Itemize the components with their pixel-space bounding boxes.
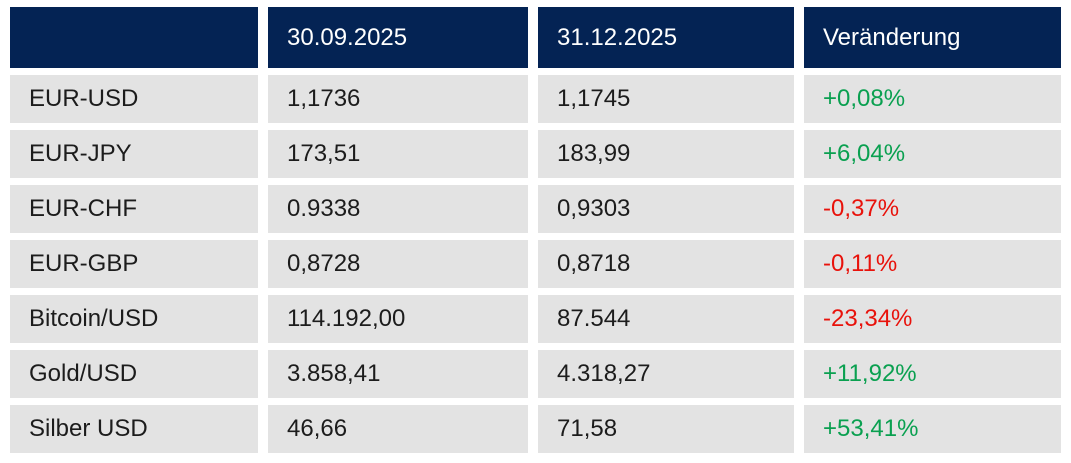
change-value: +11,92% xyxy=(804,350,1061,398)
value-start: 0.9338 xyxy=(268,185,528,233)
table-row-eur-gbp: EUR-GBP 0,8728 0,8718 -0,11% xyxy=(10,240,1061,288)
value-end: 183,99 xyxy=(538,130,794,178)
header-cell-change: Veränderung xyxy=(804,7,1061,68)
table-row-eur-jpy: EUR-JPY 173,51 183,99 +6,04% xyxy=(10,130,1061,178)
table-row-bitcoin-usd: Bitcoin/USD 114.192,00 87.544 -23,34% xyxy=(10,295,1061,343)
value-end: 1,1745 xyxy=(538,75,794,123)
value-start: 0,8728 xyxy=(268,240,528,288)
value-end: 0,8718 xyxy=(538,240,794,288)
value-end: 87.544 xyxy=(538,295,794,343)
table-row-eur-usd: EUR-USD 1,1736 1,1745 +0,08% xyxy=(10,75,1061,123)
instrument-label: EUR-USD xyxy=(10,75,258,123)
instrument-label: Silber USD xyxy=(10,405,258,453)
instrument-label: EUR-GBP xyxy=(10,240,258,288)
instrument-label: EUR-CHF xyxy=(10,185,258,233)
change-value: +53,41% xyxy=(804,405,1061,453)
instrument-label: Gold/USD xyxy=(10,350,258,398)
table-row-gold-usd: Gold/USD 3.858,41 4.318,27 +11,92% xyxy=(10,350,1061,398)
value-end: 4.318,27 xyxy=(538,350,794,398)
instrument-label: EUR-JPY xyxy=(10,130,258,178)
value-start: 3.858,41 xyxy=(268,350,528,398)
change-value: +6,04% xyxy=(804,130,1061,178)
value-start: 114.192,00 xyxy=(268,295,528,343)
value-start: 46,66 xyxy=(268,405,528,453)
change-value: -0,11% xyxy=(804,240,1061,288)
instrument-label: Bitcoin/USD xyxy=(10,295,258,343)
change-value: +0,08% xyxy=(804,75,1061,123)
header-cell-date-start: 30.09.2025 xyxy=(268,7,528,68)
value-start: 173,51 xyxy=(268,130,528,178)
value-end: 71,58 xyxy=(538,405,794,453)
header-cell-instrument xyxy=(10,7,258,68)
change-value: -23,34% xyxy=(804,295,1061,343)
change-value: -0,37% xyxy=(804,185,1061,233)
header-cell-date-end: 31.12.2025 xyxy=(538,7,794,68)
table-row-silber-usd: Silber USD 46,66 71,58 +53,41% xyxy=(10,405,1061,453)
header-row: 30.09.2025 31.12.2025 Veränderung xyxy=(10,7,1061,68)
value-start: 1,1736 xyxy=(268,75,528,123)
value-end: 0,9303 xyxy=(538,185,794,233)
table-row-eur-chf: EUR-CHF 0.9338 0,9303 -0,37% xyxy=(10,185,1061,233)
